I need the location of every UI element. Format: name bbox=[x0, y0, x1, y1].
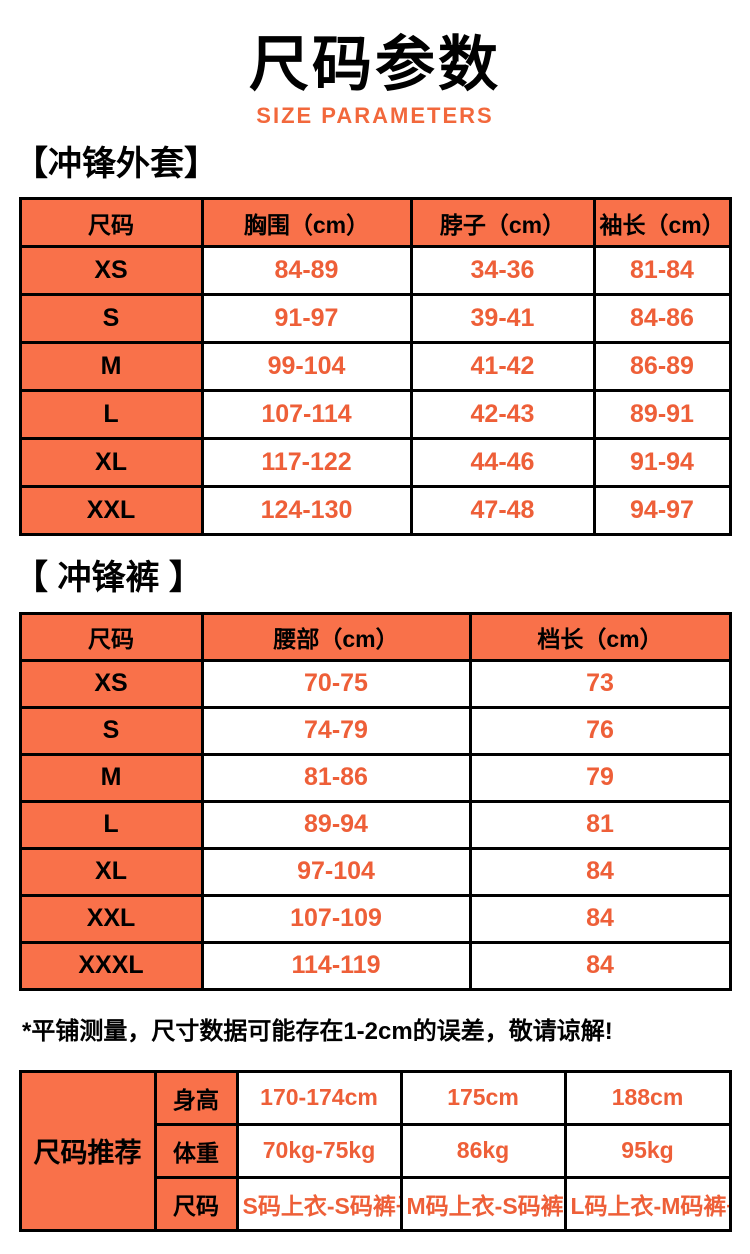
table-row: M 99-104 41-42 86-89 bbox=[18, 341, 732, 393]
size-label: XL bbox=[18, 437, 204, 489]
size-label: L bbox=[18, 389, 204, 441]
size-label: M bbox=[18, 341, 204, 393]
waist-value: 114-119 bbox=[200, 940, 472, 991]
column-header-size: 尺码 bbox=[18, 611, 204, 662]
neck-value: 41-42 bbox=[409, 341, 596, 393]
jacket-header-row: 尺码 胸围（cm） 脖子（cm） 袖长（cm） bbox=[18, 197, 732, 249]
chest-value: 107-114 bbox=[200, 389, 413, 441]
weight-value: 86kg bbox=[399, 1122, 567, 1179]
size-combo-value: S码上衣-S码裤子 bbox=[235, 1175, 403, 1232]
size-label: XS bbox=[18, 658, 204, 709]
chest-value: 99-104 bbox=[200, 341, 413, 393]
size-label: XS bbox=[18, 245, 204, 297]
weight-value: 95kg bbox=[563, 1122, 732, 1179]
size-combo-value: L码上衣-M码裤子 bbox=[563, 1175, 732, 1232]
table-row: L 89-94 81 bbox=[18, 799, 732, 850]
sleeve-value: 91-94 bbox=[592, 437, 732, 489]
table-row: XL 117-122 44-46 91-94 bbox=[18, 437, 732, 489]
weight-value: 70kg-75kg bbox=[235, 1122, 403, 1179]
column-header-chest: 胸围（cm） bbox=[200, 197, 413, 249]
table-row: 尺码 S码上衣-S码裤子 M码上衣-S码裤子 L码上衣-M码裤子 bbox=[20, 1175, 732, 1232]
table-row: XS 84-89 34-36 81-84 bbox=[18, 245, 732, 297]
column-header-crotch-length: 档长（cm） bbox=[468, 611, 732, 662]
height-value: 188cm bbox=[563, 1069, 732, 1126]
chest-value: 91-97 bbox=[200, 293, 413, 345]
sleeve-value: 84-86 bbox=[592, 293, 732, 345]
column-header-neck: 脖子（cm） bbox=[409, 197, 596, 249]
table-row: L 107-114 42-43 89-91 bbox=[18, 389, 732, 441]
crotch-length-value: 79 bbox=[468, 752, 732, 803]
waist-value: 81-86 bbox=[200, 752, 472, 803]
table-row: XXXL 114-119 84 bbox=[18, 940, 732, 991]
sleeve-value: 81-84 bbox=[592, 245, 732, 297]
neck-value: 39-41 bbox=[409, 293, 596, 345]
crotch-length-value: 76 bbox=[468, 705, 732, 756]
size-label: XXL bbox=[18, 485, 204, 537]
table-row: 体重 70kg-75kg 86kg 95kg bbox=[20, 1122, 732, 1179]
size-label: 尺码 bbox=[153, 1175, 239, 1232]
waist-value: 97-104 bbox=[200, 846, 472, 897]
page-title: 尺码参数 bbox=[249, 31, 501, 98]
size-label: XXXL bbox=[18, 940, 204, 991]
crotch-length-value: 84 bbox=[468, 893, 732, 944]
waist-value: 107-109 bbox=[200, 893, 472, 944]
chest-value: 124-130 bbox=[200, 485, 413, 537]
size-label: S bbox=[18, 705, 204, 756]
jacket-section-title: 【冲锋外套】 bbox=[14, 145, 218, 183]
chest-value: 117-122 bbox=[200, 437, 413, 489]
table-row: S 91-97 39-41 84-86 bbox=[18, 293, 732, 345]
jacket-size-table: 尺码 胸围（cm） 脖子（cm） 袖长（cm） XS 84-89 34-36 8… bbox=[18, 197, 732, 537]
size-label: XXL bbox=[18, 893, 204, 944]
table-row: XXL 107-109 84 bbox=[18, 893, 732, 944]
size-combo-value: M码上衣-S码裤子 bbox=[399, 1175, 567, 1232]
size-label: L bbox=[18, 799, 204, 850]
crotch-length-value: 73 bbox=[468, 658, 732, 709]
neck-value: 34-36 bbox=[409, 245, 596, 297]
height-label: 身高 bbox=[153, 1069, 239, 1126]
table-row: M 81-86 79 bbox=[18, 752, 732, 803]
table-row: XL 97-104 84 bbox=[18, 846, 732, 897]
measurement-disclaimer-note: *平铺测量，尺寸数据可能存在1-2cm的误差，敬请谅解! bbox=[22, 1017, 613, 1045]
weight-label: 体重 bbox=[153, 1122, 239, 1179]
neck-value: 44-46 bbox=[409, 437, 596, 489]
table-row: 尺码推荐 身高 170-174cm 175cm 188cm bbox=[18, 1069, 732, 1232]
column-header-waist: 腰部（cm） bbox=[200, 611, 472, 662]
table-row: S 74-79 76 bbox=[18, 705, 732, 756]
crotch-length-value: 84 bbox=[468, 846, 732, 897]
height-value: 170-174cm bbox=[235, 1069, 403, 1126]
column-header-size: 尺码 bbox=[18, 197, 204, 249]
height-value: 175cm bbox=[399, 1069, 567, 1126]
waist-value: 70-75 bbox=[200, 658, 472, 709]
page-subtitle: SIZE PARAMETERS bbox=[256, 103, 494, 128]
neck-value: 42-43 bbox=[409, 389, 596, 441]
crotch-length-value: 81 bbox=[468, 799, 732, 850]
size-label: M bbox=[18, 752, 204, 803]
pants-header-row: 尺码 腰部（cm） 档长（cm） bbox=[18, 611, 732, 662]
pants-section-title: 【 冲锋裤 】 bbox=[14, 559, 203, 598]
sleeve-value: 89-91 bbox=[592, 389, 732, 441]
size-label: XL bbox=[18, 846, 204, 897]
chest-value: 84-89 bbox=[200, 245, 413, 297]
waist-value: 89-94 bbox=[200, 799, 472, 850]
waist-value: 74-79 bbox=[200, 705, 472, 756]
neck-value: 47-48 bbox=[409, 485, 596, 537]
recommendation-row-header: 尺码推荐 bbox=[18, 1069, 157, 1232]
table-row: XXL 124-130 47-48 94-97 bbox=[18, 485, 732, 537]
sleeve-value: 86-89 bbox=[592, 341, 732, 393]
size-recommendation-table: 尺码推荐 身高 170-174cm 175cm 188cm 体重 70kg-75… bbox=[18, 1069, 732, 1232]
page-header: 尺码参数 SIZE PARAMETERS bbox=[0, 0, 750, 129]
size-label: S bbox=[18, 293, 204, 345]
crotch-length-value: 84 bbox=[468, 940, 732, 991]
sleeve-value: 94-97 bbox=[592, 485, 732, 537]
table-row: XS 70-75 73 bbox=[18, 658, 732, 709]
column-header-sleeve: 袖长（cm） bbox=[592, 197, 732, 249]
pants-size-table: 尺码 腰部（cm） 档长（cm） XS 70-75 73 S 74-79 76 … bbox=[18, 611, 732, 991]
